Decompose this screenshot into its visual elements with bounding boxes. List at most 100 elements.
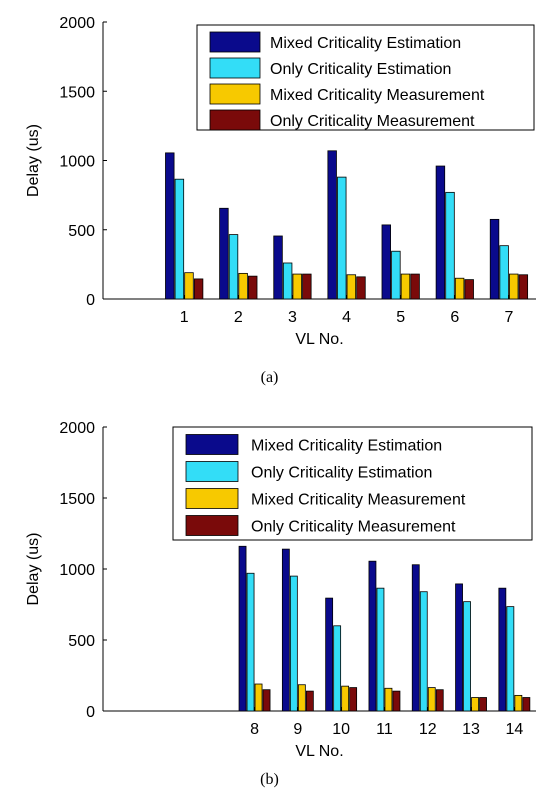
bar-b-vl9-s1	[281, 548, 290, 712]
legend-label-a-2: Only Criticality Estimation	[270, 61, 451, 78]
bar-b-vl14-s3	[514, 694, 523, 712]
legend-swatch-b-1	[185, 434, 239, 455]
bar-a-vl4-s1	[327, 150, 337, 300]
bar-b-vl12-s4	[435, 689, 444, 712]
x-tick-label-b-13: 13	[462, 721, 480, 738]
bar-b-vl11-s2	[376, 587, 385, 712]
x-tick-label-b-11: 11	[376, 721, 393, 738]
y-tick-label-b-500: 500	[68, 633, 95, 650]
bar-b-vl8-s2	[246, 572, 255, 712]
x-axis-title-b: VL No.	[295, 743, 343, 760]
bar-a-vl1-s1	[165, 152, 175, 300]
bar-b-vl10-s3	[341, 685, 350, 712]
x-tick-label-a-6: 6	[450, 309, 459, 326]
bar-a-vl1-s3	[184, 272, 194, 300]
legend-label-b-1: Mixed Criticality Estimation	[251, 438, 442, 455]
y-axis-title-b: Delay (us)	[25, 533, 42, 606]
bar-a-vl3-s2	[282, 262, 293, 300]
bar-a-vl1-s2	[174, 178, 185, 300]
bar-a-vl3-s1	[273, 235, 283, 300]
y-tick-label-a-2000: 2000	[59, 15, 95, 32]
bar-a-vl2-s2	[228, 234, 239, 300]
bar-b-vl11-s1	[368, 560, 377, 712]
legend-label-a-1: Mixed Criticality Estimation	[270, 35, 461, 52]
x-tick-label-b-12: 12	[419, 721, 437, 738]
bar-a-vl2-s1	[219, 207, 229, 300]
bar-b-vl13-s2	[463, 601, 471, 712]
y-tick-label-b-0: 0	[86, 704, 95, 721]
figure-caption-a: (a)	[261, 369, 279, 386]
legend-swatch-a-1	[209, 31, 261, 53]
bar-a-vl1-s4	[193, 278, 204, 300]
bar-a-vl7-s4	[518, 274, 529, 300]
bar-a-vl2-s3	[238, 272, 248, 300]
x-tick-label-a-1: 1	[180, 309, 189, 326]
x-axis-title-a: VL No.	[295, 331, 343, 348]
bar-a-vl6-s1	[435, 165, 446, 300]
legend-label-a-4: Only Criticality Measurement	[270, 113, 475, 130]
bar-b-vl13-s4	[479, 697, 487, 712]
bar-a-vl5-s1	[381, 224, 391, 300]
bar-a-vl5-s3	[400, 273, 411, 300]
bar-a-vl7-s3	[509, 273, 519, 300]
bar-b-vl9-s4	[305, 690, 314, 712]
bar-a-vl6-s3	[454, 277, 465, 300]
legend-swatch-b-3	[185, 488, 239, 509]
bar-a-vl5-s2	[391, 250, 401, 300]
legend-label-b-3: Mixed Criticality Measurement	[251, 492, 466, 509]
figure-caption-b: (b)	[260, 771, 279, 788]
bar-b-vl10-s2	[333, 625, 342, 712]
bar-b-vl9-s3	[297, 684, 306, 712]
bar-a-vl4-s3	[346, 274, 357, 300]
chart-a: 0 500 1000 1500 2000 1 2 3 4 5 6 7 VL No. Delay (us) M…	[25, 15, 536, 386]
x-tick-label-b-9: 9	[293, 721, 302, 738]
bar-b-vl14-s2	[506, 606, 515, 712]
bar-b-vl12-s3	[427, 687, 436, 712]
bar-b-vl12-s1	[411, 564, 420, 712]
legend-swatch-b-2	[185, 461, 239, 482]
bar-a-vl6-s2	[445, 191, 455, 300]
y-tick-label-b-2000: 2000	[59, 420, 95, 437]
x-tick-label-b-8: 8	[250, 721, 259, 738]
x-tick-label-b-14: 14	[505, 721, 523, 738]
bar-b-vl8-s4	[262, 689, 271, 712]
legend-label-b-2: Only Criticality Estimation	[251, 465, 432, 482]
bar-a-vl6-s4	[464, 279, 474, 300]
y-tick-label-a-0: 0	[86, 292, 95, 309]
y-tick-label-a-500: 500	[68, 223, 95, 240]
bar-b-vl10-s1	[325, 597, 334, 712]
bar-b-vl9-s2	[289, 575, 298, 712]
bar-a-vl5-s4	[410, 273, 420, 300]
bar-b-vl14-s1	[498, 587, 507, 712]
bar-a-vl4-s2	[337, 176, 347, 300]
legend-swatch-b-4	[185, 515, 239, 536]
y-tick-label-b-1500: 1500	[59, 491, 95, 508]
legend-swatch-a-2	[209, 57, 261, 79]
bar-a-vl2-s4	[248, 275, 258, 300]
x-tick-label-a-4: 4	[342, 309, 351, 326]
y-tick-label-b-1000: 1000	[59, 562, 95, 579]
y-tick-label-a-1500: 1500	[59, 84, 95, 101]
x-tick-label-b-10: 10	[332, 721, 350, 738]
bar-a-vl7-s1	[489, 218, 500, 300]
y-tick-label-a-1000: 1000	[59, 154, 95, 171]
bar-a-vl3-s3	[292, 273, 302, 300]
bar-b-vl12-s2	[419, 591, 428, 712]
bar-b-vl8-s3	[254, 683, 263, 712]
bar-b-vl8-s1	[238, 545, 247, 712]
bar-a-vl7-s2	[499, 245, 509, 300]
bar-a-vl3-s4	[302, 273, 312, 300]
legend-label-b-4: Only Criticality Measurement	[251, 519, 456, 536]
bar-b-vl11-s3	[384, 687, 393, 712]
bar-b-vl10-s4	[349, 687, 358, 712]
x-tick-label-a-2: 2	[234, 309, 243, 326]
legend-swatch-a-3	[209, 83, 261, 105]
x-tick-label-a-5: 5	[396, 309, 405, 326]
y-axis-title-a: Delay (us)	[25, 124, 42, 197]
x-tick-label-a-3: 3	[288, 309, 297, 326]
x-tick-label-a-7: 7	[504, 309, 513, 326]
legend-swatch-a-4	[209, 109, 261, 131]
bar-a-vl4-s4	[356, 276, 366, 300]
bar-b-vl13-s1	[455, 583, 463, 712]
bar-b-vl13-s3	[471, 697, 479, 712]
